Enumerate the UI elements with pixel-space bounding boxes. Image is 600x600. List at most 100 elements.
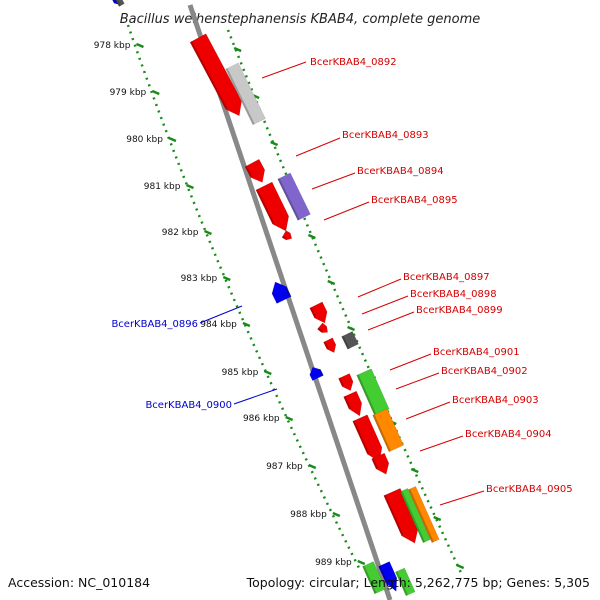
forward-gene-arrow bbox=[352, 414, 383, 463]
forward-gene-leader bbox=[357, 278, 402, 298]
kbp-tick-right bbox=[433, 515, 442, 522]
cog-grey-block bbox=[225, 62, 266, 126]
kbp-tick-label: 985 kbp bbox=[222, 368, 259, 378]
forward-gene-leader bbox=[367, 311, 415, 331]
reverse-gene-arrow-shade bbox=[378, 565, 388, 583]
reverse-gene-arrow bbox=[309, 366, 324, 381]
forward-gene-label: BcerKBAB4_0903 bbox=[452, 395, 539, 406]
forward-gene-arrow-shape bbox=[343, 390, 363, 417]
forward-gene-arrow-shade bbox=[323, 341, 329, 350]
forward-gene-arrow bbox=[343, 390, 363, 417]
cog-purple-block-shade bbox=[277, 178, 300, 221]
kbp-tick-left bbox=[332, 511, 341, 518]
genome-summary: Topology: circular; Length: 5,262,775 bp… bbox=[246, 575, 590, 590]
forward-gene-arrow-shade bbox=[317, 327, 323, 333]
forward-gene-arrow bbox=[371, 452, 390, 475]
forward-gene-leader bbox=[395, 372, 440, 390]
forward-gene-label: BcerKBAB4_0905 bbox=[486, 484, 573, 495]
cog-green-block bbox=[400, 488, 431, 544]
forward-gene-label: BcerKBAB4_0895 bbox=[371, 195, 458, 206]
dark-feature-block-shade bbox=[115, 0, 121, 7]
kbp-tick-right bbox=[307, 233, 316, 240]
dark-feature-block bbox=[341, 331, 359, 350]
forward-gene-leader bbox=[389, 353, 432, 371]
cog-green-block bbox=[395, 567, 416, 597]
forward-gene-arrow-shade bbox=[352, 420, 370, 455]
forward-gene-label: BcerKBAB4_0901 bbox=[433, 347, 520, 358]
forward-gene-leader bbox=[295, 137, 341, 157]
kbp-tick-right bbox=[327, 279, 336, 286]
cog-grey-block-shade bbox=[225, 68, 255, 125]
kbp-tick-left bbox=[222, 275, 231, 282]
forward-gene-arrow-shape bbox=[189, 33, 242, 117]
kbp-tick-right bbox=[270, 140, 279, 147]
kbp-tick-left bbox=[168, 136, 177, 143]
kbp-tick-label: 989 kbp bbox=[315, 558, 352, 568]
cog-green-block-shape bbox=[395, 567, 416, 597]
forward-gene-arrow bbox=[255, 181, 290, 232]
forward-gene-arrow bbox=[281, 230, 293, 241]
forward-gene-arrow-shape bbox=[309, 301, 328, 324]
forward-gene-leader bbox=[439, 490, 485, 506]
kbp-tick-right bbox=[233, 46, 242, 53]
forward-gene-label: BcerKBAB4_0898 bbox=[410, 289, 497, 300]
forward-gene-leader bbox=[323, 201, 370, 221]
kbp-tick-left bbox=[185, 183, 194, 190]
dark-feature-block-shape bbox=[341, 331, 359, 350]
kbp-tick-right bbox=[347, 325, 356, 332]
kbp-tick-right bbox=[410, 467, 419, 474]
forward-gene-arrow-shade bbox=[244, 165, 253, 178]
kbp-tick-right bbox=[456, 563, 465, 570]
reverse-gene-leader bbox=[199, 305, 243, 324]
cog-green-block-shade bbox=[356, 374, 377, 416]
forward-gene-arrow-shade bbox=[309, 307, 317, 318]
cog-purple-block-shape bbox=[277, 172, 311, 221]
forward-gene-label: BcerKBAB4_0894 bbox=[357, 166, 444, 177]
reverse-gene-arrow bbox=[271, 281, 292, 304]
kbp-tick-label: 980 kbp bbox=[126, 135, 163, 145]
kbp-tick-left bbox=[263, 369, 272, 376]
kbp-tick-left bbox=[135, 42, 144, 49]
forward-gene-label: BcerKBAB4_0902 bbox=[441, 366, 528, 377]
kbp-tick-label: 988 kbp bbox=[290, 510, 327, 520]
forward-gene-arrow-shade bbox=[190, 41, 228, 110]
kbp-tick-left bbox=[242, 321, 251, 328]
cog-green-block-shade bbox=[400, 490, 425, 543]
forward-gene-leader bbox=[311, 172, 356, 190]
cog-orange-block-shade bbox=[408, 488, 434, 543]
forward-gene-leader bbox=[261, 61, 307, 79]
kbp-tick-left bbox=[285, 415, 294, 422]
cog-green-block-shape bbox=[400, 488, 431, 544]
kbp-tick-labels: 978 kbp 979 kbp 980 kbp 981 kbp 982 kbp 983 k… bbox=[94, 41, 352, 568]
kbp-tick-left bbox=[203, 229, 212, 236]
accession-label: Accession: NC_010184 bbox=[8, 575, 150, 590]
forward-gene-label: BcerKBAB4_0904 bbox=[465, 429, 552, 440]
forward-gene-arrow-shape bbox=[371, 452, 390, 475]
kbp-tick-label: 979 kbp bbox=[110, 88, 147, 98]
kbp-tick-left bbox=[308, 463, 317, 470]
reverse-gene-arrow-shape bbox=[309, 366, 324, 381]
forward-gene-arrow-shade bbox=[282, 235, 288, 240]
reverse-gene-label: BcerKBAB4_0900 bbox=[145, 400, 232, 411]
forward-gene-arrow-shape bbox=[255, 181, 290, 232]
genome-title: Bacillus weihenstephanensis KBAB4, compl… bbox=[120, 12, 481, 27]
forward-gene-arrow-shade bbox=[343, 396, 351, 409]
reverse-gene-arrow-shade bbox=[111, 0, 116, 4]
cog-orange-block-shape bbox=[408, 486, 440, 543]
cog-orange-block bbox=[372, 408, 404, 453]
forward-gene-arrow-shade bbox=[338, 377, 344, 387]
cog-green-block-shade bbox=[362, 565, 377, 594]
cog-orange-block-shade bbox=[372, 414, 391, 452]
kbp-tick-left bbox=[151, 89, 160, 96]
forward-gene-arrow-shape bbox=[244, 158, 266, 183]
forward-ruler-line bbox=[226, 29, 464, 576]
reverse-gene-arrow-shade bbox=[284, 286, 292, 298]
dark-feature-block bbox=[115, 0, 125, 7]
forward-gene-arrow bbox=[323, 337, 337, 353]
forward-gene-arrow-shade bbox=[371, 458, 378, 469]
kbp-tick-label: 987 kbp bbox=[266, 462, 303, 472]
forward-gene-arrow-shade bbox=[255, 189, 275, 225]
gene-features bbox=[111, 0, 440, 597]
forward-gene-arrow-shape bbox=[352, 414, 383, 463]
